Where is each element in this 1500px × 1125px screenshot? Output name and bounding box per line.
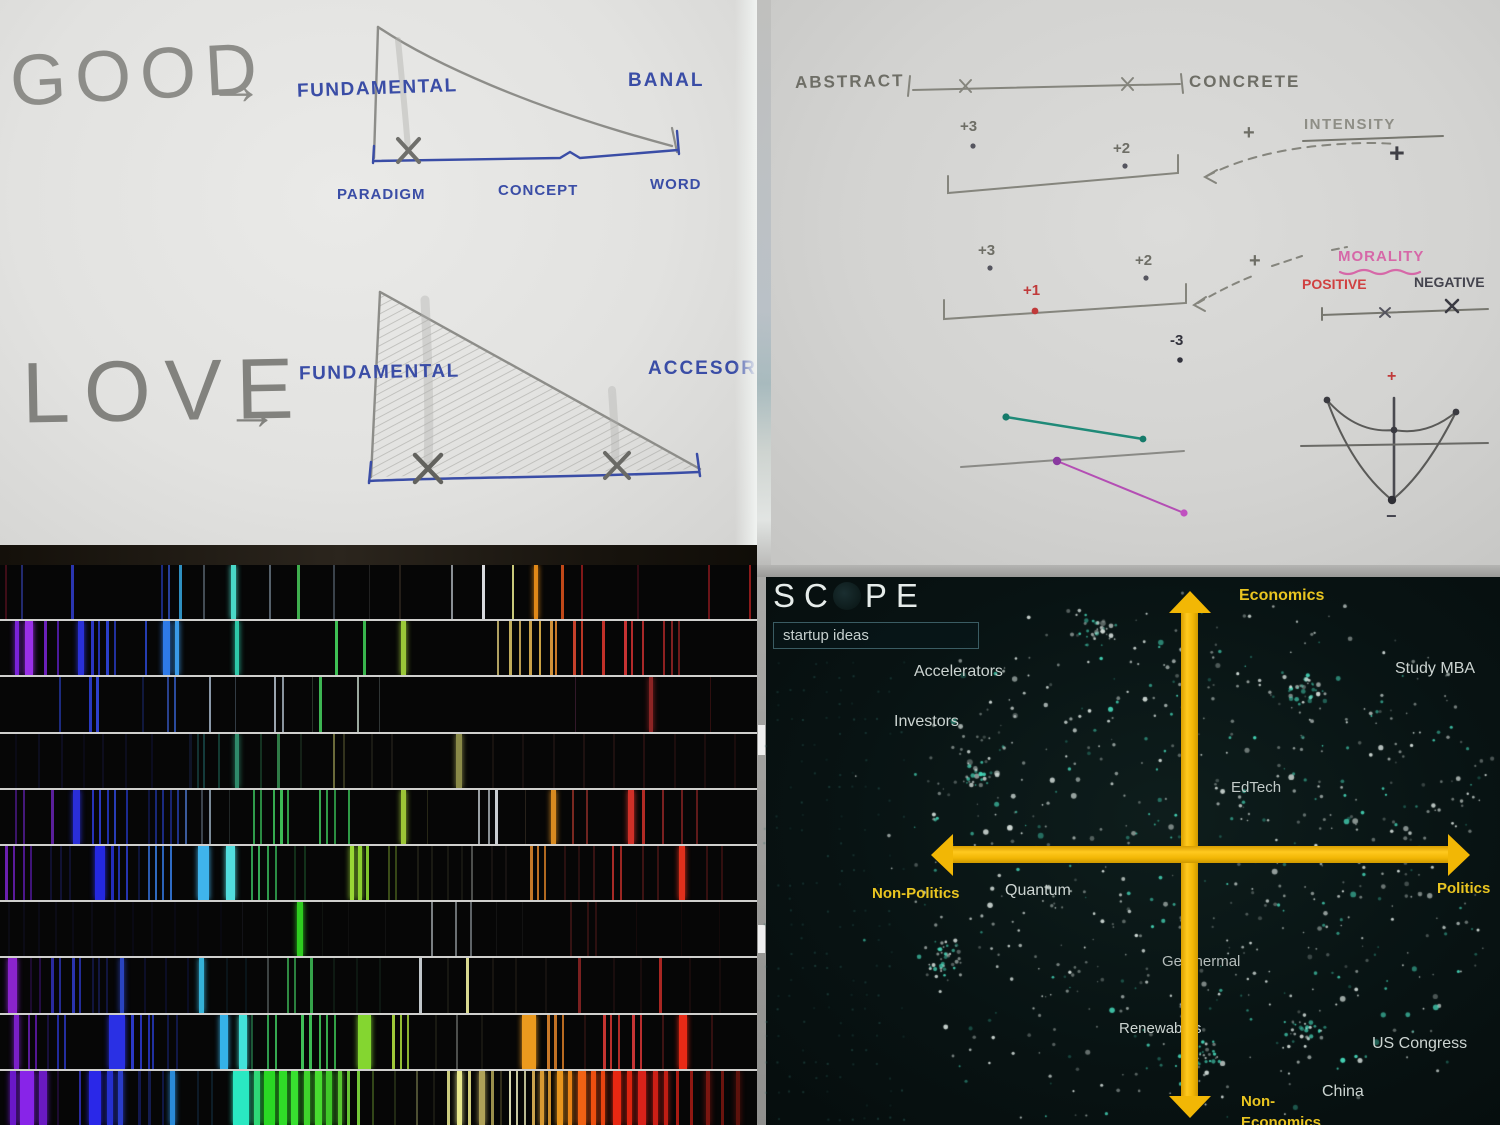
good-arrow-glyph: → [208, 53, 264, 116]
intensity-point-plus2: +2 [1113, 140, 1131, 157]
vector-minus-mark: − [1386, 506, 1397, 526]
tag-geothermal: Geothermal [1162, 953, 1241, 970]
base-label-concept: CONCEPT [498, 182, 579, 199]
arrow-head-right [1448, 834, 1470, 876]
morality-point-plus1: +1 [1023, 282, 1041, 299]
band-separator [0, 731, 757, 734]
whiteboard-sketch-strokes [367, 25, 702, 485]
love-triangle [367, 290, 702, 485]
band-separator [0, 1068, 757, 1071]
abstract-concrete-axis [907, 73, 1184, 97]
concrete-label: CONCRETE [1189, 72, 1301, 91]
photo-edge-highlight [735, 0, 757, 565]
x-mark [603, 451, 631, 480]
axis-label-non-economics-line2: Economics [1241, 1114, 1322, 1125]
intensity-scale [947, 135, 1444, 195]
morality-scale [943, 246, 1489, 363]
tag-edtech: EdTech [1231, 779, 1282, 796]
band-separator [0, 675, 757, 678]
morality-plus-mark: + [1249, 250, 1261, 272]
x-mark [412, 452, 444, 485]
morality-point-plus3: +3 [978, 242, 996, 259]
tag-study-mba: Study MBA [1395, 660, 1476, 677]
spectrum-band [0, 565, 757, 620]
intensity-plus-mark: + [1243, 122, 1255, 144]
spectrum-band [0, 1070, 757, 1125]
scope-logo: SC PE [773, 577, 927, 615]
scales-sketch-strokes [907, 73, 1489, 517]
tag-renewables: Renewables [1119, 1020, 1202, 1037]
base-label-paradigm: PARADIGM [337, 186, 426, 203]
search-input[interactable]: startup ideas [773, 622, 979, 649]
arrow-head-left [931, 834, 953, 876]
magnifier-icon [832, 582, 861, 610]
whiteboard-tray [0, 545, 757, 565]
politics-axis-arrow-shaft [953, 846, 1449, 863]
quadrant-scales-sketch: ABSTRACT CONCRETE +3 +2 + INTENSITY + +3… [757, 0, 1500, 565]
logo-text-left: SC [773, 577, 837, 614]
negative-label: NEGATIVE [1414, 274, 1485, 290]
tag-accelerators: Accelerators [914, 663, 1003, 680]
band-separator [0, 619, 757, 622]
morality-point-plus2: +2 [1135, 252, 1153, 269]
axis-label-politics: Politics [1437, 880, 1491, 897]
quadrant-emission-spectra [0, 565, 757, 1125]
band-separator [0, 844, 757, 847]
spectrum-band [0, 1014, 757, 1069]
spectrum-band [0, 902, 757, 957]
band-separator [0, 900, 757, 903]
band-separator [0, 1012, 757, 1015]
spectrum-band [0, 846, 757, 901]
spectrum-band [0, 958, 757, 1013]
x-mark [396, 137, 421, 164]
morality-label: MORALITY [1338, 248, 1425, 265]
axis-label-economics: Economics [1239, 587, 1325, 604]
spectrum-band [0, 733, 757, 788]
band-separator [0, 787, 757, 790]
intensity-label: INTENSITY [1304, 116, 1396, 133]
band-separator [0, 956, 757, 959]
spectrum-band [0, 677, 757, 732]
logo-text-right: PE [864, 577, 927, 614]
tag-china: China [1322, 1083, 1364, 1100]
base-label-word: WORD [650, 176, 702, 193]
morality-point-minus3: -3 [1170, 332, 1184, 349]
quadrant-good-love-whiteboard: GOOD → FUNDAMENTAL BANAL PARADIGM CONCEP… [0, 0, 757, 565]
love-apex-label: FUNDAMENTAL [298, 360, 460, 385]
axis-label-non-politics: Non-Politics [872, 885, 960, 902]
abstract-label: ABSTRACT [794, 71, 905, 92]
scatter-canvas [757, 565, 1500, 1125]
arrow-head-up [1169, 591, 1211, 613]
tag-us-congress: US Congress [1372, 1035, 1468, 1052]
spectrum-band [0, 621, 757, 676]
intensity-point-plus3: +3 [960, 118, 978, 135]
good-triangle [371, 25, 681, 165]
arrow-head-down [1169, 1096, 1211, 1118]
spectrum-band [0, 789, 757, 845]
good-right-label: BANAL [628, 70, 705, 91]
axis-label-non-economics-line1: Non- [1241, 1093, 1276, 1110]
positive-label: POSITIVE [1302, 276, 1367, 292]
tag-quantum: Quantum [1005, 882, 1071, 899]
vector-diagram [1300, 396, 1489, 505]
love-right-label: ACCESORY [648, 358, 757, 379]
photo-edge-shadow [757, 0, 771, 565]
colored-segments [960, 413, 1188, 517]
tag-investors: Investors [894, 713, 959, 730]
quadrant-scope-slide: Accelerators Investors Study MBA EdTech … [757, 565, 1500, 1125]
vector-plus-mark: + [1387, 368, 1397, 385]
love-arrow-glyph: → [226, 383, 278, 441]
intensity-plus-big-mark: + [1389, 138, 1405, 168]
